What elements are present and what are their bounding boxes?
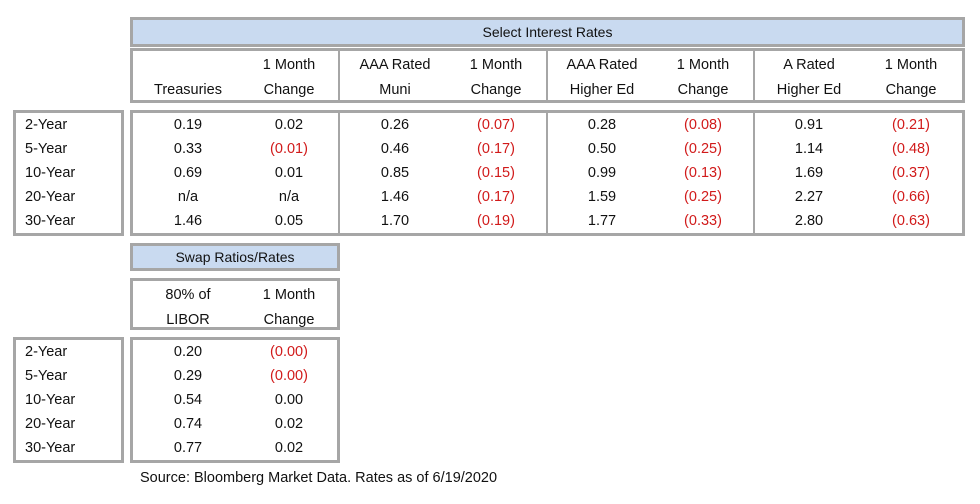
- swaps-cell: 0.20: [173, 344, 203, 360]
- rates-cell: 2.27: [794, 189, 824, 205]
- swaps-row-label: 2-Year: [25, 344, 68, 360]
- rates-cell: 0.19: [173, 117, 203, 133]
- rates-cell: (0.25): [684, 189, 722, 205]
- rates-cell: 0.33: [173, 141, 203, 157]
- source-note: Source: Bloomberg Market Data. Rates as …: [140, 470, 498, 486]
- rates-row-label: 20-Year: [25, 189, 76, 205]
- rates-header-box: Treasuries 1 Month Change AAA Rated Muni 1 Mo…: [130, 48, 965, 103]
- rates-cell: (0.37): [892, 165, 930, 181]
- rates-row-label: 2-Year: [25, 117, 68, 133]
- rates-cell: 1.70: [380, 213, 410, 229]
- rates-header-1-line2: Change: [263, 82, 315, 98]
- rates-cell: 0.69: [173, 165, 203, 181]
- rates-cell: (0.19): [477, 213, 515, 229]
- rates-cell: (0.13): [684, 165, 722, 181]
- rates-header-1-line1: 1 Month: [262, 57, 316, 73]
- rates-header-4-line2: Higher Ed: [569, 82, 635, 98]
- rates-cell: 1.14: [794, 141, 824, 157]
- rates-cell: 0.50: [587, 141, 617, 157]
- swaps-cell: 0.00: [274, 392, 304, 408]
- rates-cell: (0.25): [684, 141, 722, 157]
- swaps-row-labels-box: 2-Year 5-Year 10-Year 20-Year 30-Year: [13, 337, 124, 463]
- rates-header-3-line2: Change: [470, 82, 522, 98]
- rates-cell: 0.99: [587, 165, 617, 181]
- rates-cell: 2.80: [794, 213, 824, 229]
- rates-header-4-line1: AAA Rated: [566, 57, 638, 73]
- rates-cell: (0.01): [270, 141, 308, 157]
- rates-row-label: 30-Year: [25, 213, 76, 229]
- swaps-title-box: Swap Ratios/Rates: [130, 243, 340, 271]
- rates-header-7-line1: 1 Month: [884, 57, 938, 73]
- rates-header-divider-1: [546, 51, 548, 100]
- rates-title: Select Interest Rates: [482, 24, 613, 40]
- rates-cell: (0.15): [477, 165, 515, 181]
- swaps-row-label: 30-Year: [25, 440, 76, 456]
- rates-header-6-line2: Higher Ed: [776, 82, 842, 98]
- rates-cell: (0.08): [684, 117, 722, 133]
- swaps-title: Swap Ratios/Rates: [175, 249, 295, 265]
- rates-cell: 1.69: [794, 165, 824, 181]
- rates-header-2-line2: Muni: [379, 82, 411, 98]
- rates-cell: (0.33): [684, 213, 722, 229]
- rates-cell: (0.48): [892, 141, 930, 157]
- rates-header-5-line1: 1 Month: [676, 57, 730, 73]
- swaps-row-label: 10-Year: [25, 392, 76, 408]
- rates-header-0-line2: Treasuries: [154, 82, 222, 98]
- rates-header-2-line1: AAA Rated: [359, 57, 431, 73]
- rates-cell: 0.85: [380, 165, 410, 181]
- rates-row-label: 5-Year: [25, 141, 68, 157]
- rates-cell: n/a: [177, 189, 199, 205]
- rates-body-divider-1: [546, 113, 548, 233]
- rates-cell: (0.66): [892, 189, 930, 205]
- rates-cell: 0.91: [794, 117, 824, 133]
- swaps-body-box: 0.20 (0.00) 0.29 (0.00) 0.54 0.00 0.74 0.02 0.77…: [130, 337, 340, 463]
- swaps-cell: (0.00): [270, 368, 308, 384]
- swaps-row-label: 20-Year: [25, 416, 76, 432]
- swaps-header-box: 80% of LIBOR 1 Month Change: [130, 278, 340, 330]
- swaps-cell: 0.77: [173, 440, 203, 456]
- rates-cell: 0.26: [380, 117, 410, 133]
- rates-cell: (0.21): [892, 117, 930, 133]
- swaps-cell: 0.54: [173, 392, 203, 408]
- swaps-header-0-line2: LIBOR: [166, 312, 210, 328]
- rates-header-divider-0: [338, 51, 340, 100]
- swaps-cell: 0.29: [173, 368, 203, 384]
- swaps-cell: 0.02: [274, 416, 304, 432]
- rates-header-7-line2: Change: [885, 82, 937, 98]
- rates-header-divider-2: [753, 51, 755, 100]
- rates-cell: 1.59: [587, 189, 617, 205]
- rates-row-labels-box: 2-Year 5-Year 10-Year 20-Year 30-Year: [13, 110, 124, 236]
- rates-cell: 0.05: [274, 213, 304, 229]
- rates-cell: (0.17): [477, 189, 515, 205]
- rates-cell: 1.46: [173, 213, 203, 229]
- rates-cell: 0.01: [274, 165, 304, 181]
- rates-cell: 1.77: [587, 213, 617, 229]
- swaps-cell: 0.74: [173, 416, 203, 432]
- swaps-cell: 0.02: [274, 440, 304, 456]
- rates-row-label: 10-Year: [25, 165, 76, 181]
- rates-cell: 0.46: [380, 141, 410, 157]
- rates-title-box: Select Interest Rates: [130, 17, 965, 47]
- swaps-header-1-line1: 1 Month: [262, 287, 316, 303]
- rates-header-3-line1: 1 Month: [469, 57, 523, 73]
- rates-header-5-line2: Change: [677, 82, 729, 98]
- rates-cell: (0.63): [892, 213, 930, 229]
- rates-cell: 0.02: [274, 117, 304, 133]
- rates-body-divider-2: [753, 113, 755, 233]
- swaps-row-label: 5-Year: [25, 368, 68, 384]
- swaps-cell: (0.00): [270, 344, 308, 360]
- rates-header-6-line1: A Rated: [783, 57, 835, 73]
- rates-cell: (0.07): [477, 117, 515, 133]
- rates-cell: 0.28: [587, 117, 617, 133]
- rates-cell: (0.17): [477, 141, 515, 157]
- swaps-header-0-line1: 80% of: [165, 287, 211, 303]
- rates-body-divider-0: [338, 113, 340, 233]
- rates-body-box: 0.19 0.02 0.26 (0.07) 0.28 (0.08) 0.91 (0.21) 0.…: [130, 110, 965, 236]
- rates-cell: n/a: [278, 189, 300, 205]
- rates-cell: 1.46: [380, 189, 410, 205]
- swaps-header-1-line2: Change: [263, 312, 315, 328]
